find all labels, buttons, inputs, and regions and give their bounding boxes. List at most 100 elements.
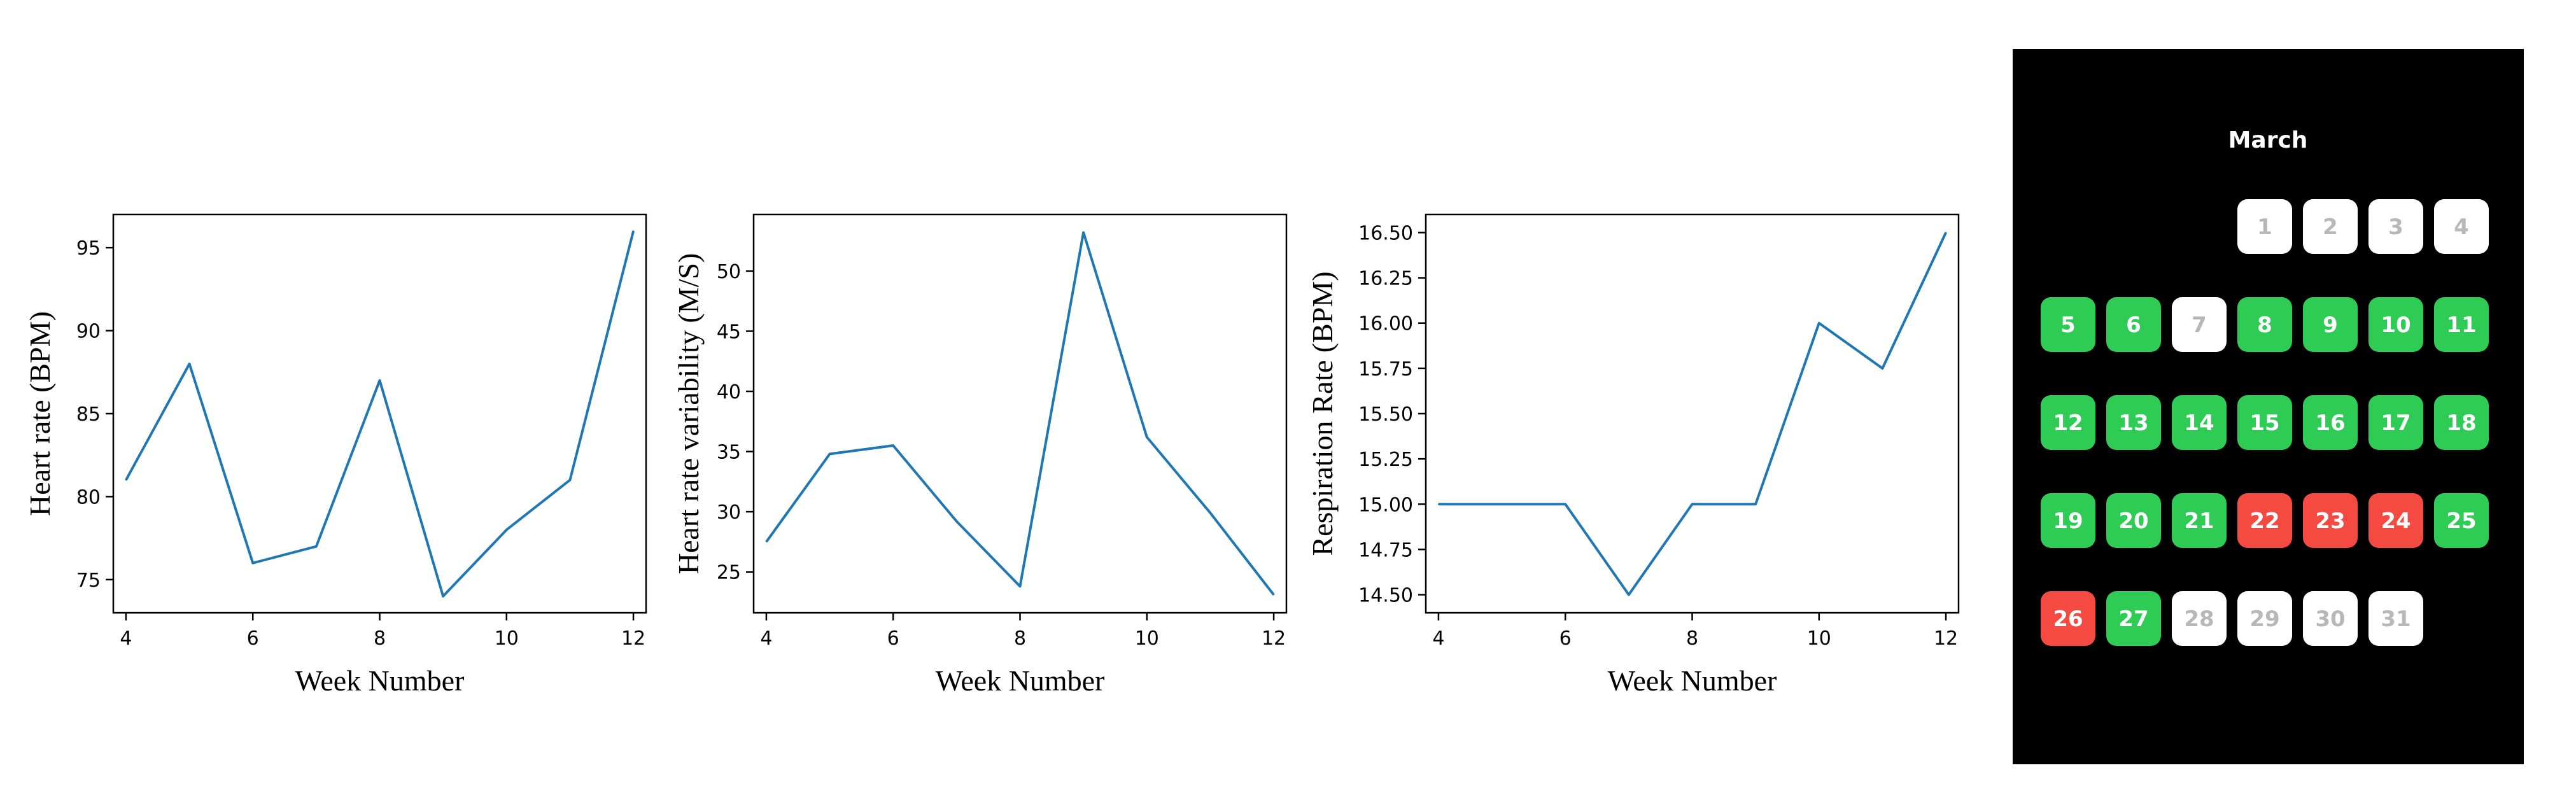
calendar-day-cell xyxy=(2434,493,2489,548)
calendar-day-number: 16 xyxy=(2315,410,2345,436)
chart-2: 4 6 8 10 12 25 30 35 40 45 50 Week Number Heart rate… xyxy=(672,213,1288,697)
x-tick-label: 6 xyxy=(1559,627,1572,650)
calendar-day-cell xyxy=(2368,199,2423,254)
y-tick-label: 45 xyxy=(717,321,741,343)
calendar-day[interactable]: 10 xyxy=(2368,297,2423,352)
data-point xyxy=(1083,232,1085,234)
calendar-day-cell xyxy=(2041,395,2095,450)
calendar-day-cell xyxy=(2106,493,2161,548)
calendar-day-number: 5 xyxy=(2060,312,2076,338)
data-point xyxy=(1628,594,1629,596)
data-point xyxy=(1501,503,1503,505)
y-tick-label: 75 xyxy=(76,570,101,592)
calendar-day[interactable]: 5 xyxy=(2041,297,2095,352)
calendar-day[interactable]: 29 xyxy=(2237,591,2292,646)
calendar-day-number: 29 xyxy=(2249,606,2279,632)
calendar-day[interactable]: 9 xyxy=(2303,297,2358,352)
calendar-day[interactable]: 20 xyxy=(2106,493,2161,548)
y-tick-label: 90 xyxy=(76,321,101,343)
x-tick-label: 10 xyxy=(1807,627,1831,650)
calendar-day-number: 20 xyxy=(2118,508,2148,534)
calendar-day[interactable]: 3 xyxy=(2368,199,2423,254)
calendar-day-number: 13 xyxy=(2118,410,2148,436)
x-tick-label: 4 xyxy=(120,627,132,650)
data-point xyxy=(1691,503,1693,505)
data-point xyxy=(765,541,767,543)
plot-frame xyxy=(1425,213,1960,614)
calendar-day[interactable]: 13 xyxy=(2106,395,2161,450)
calendar-day-cell xyxy=(2237,395,2292,450)
calendar-day[interactable]: 16 xyxy=(2303,395,2358,450)
calendar-day[interactable]: 24 xyxy=(2368,493,2423,548)
calendar-day[interactable]: 31 xyxy=(2368,591,2423,646)
data-point xyxy=(1818,322,1820,324)
calendar-day-cell xyxy=(2368,591,2423,646)
data-point xyxy=(1146,436,1148,438)
y-tick-label: 15.75 xyxy=(1358,358,1413,381)
series-line xyxy=(1438,232,1947,596)
data-point xyxy=(1019,585,1021,587)
calendar-day-cell xyxy=(2106,297,2161,352)
x-tick-label: 8 xyxy=(1014,627,1026,650)
calendar-day[interactable]: 2 xyxy=(2303,199,2358,254)
calendar-day[interactable]: 25 xyxy=(2434,493,2489,548)
calendar-day-number: 22 xyxy=(2249,508,2279,534)
calendar-day[interactable]: 23 xyxy=(2303,493,2358,548)
calendar-day-number: 15 xyxy=(2249,410,2279,436)
data-point xyxy=(1273,594,1275,596)
calendar-day[interactable]: 22 xyxy=(2237,493,2292,548)
y-tick-label: 95 xyxy=(76,237,101,260)
calendar-day-number: 1 xyxy=(2257,214,2272,240)
calendar-day[interactable]: 18 xyxy=(2434,395,2489,450)
calendar-day[interactable]: 12 xyxy=(2041,395,2095,450)
calendar-day[interactable]: 6 xyxy=(2106,297,2161,352)
calendar-day-number: 8 xyxy=(2257,312,2272,338)
y-tick-label: 16.50 xyxy=(1358,222,1413,244)
calendar-day-cell xyxy=(2303,591,2358,646)
calendar-day[interactable]: 8 xyxy=(2237,297,2292,352)
calendar-day[interactable]: 14 xyxy=(2172,395,2227,450)
charts-group: 4 6 8 10 12 75 80 85 90 95 Week Number Heart rate (… xyxy=(24,213,1960,697)
calendar-day-cell xyxy=(2106,395,2161,450)
chart-3: 4 6 8 10 12 14.50 14.75 15.00 15.25 15.50 15.75 16.… xyxy=(1306,213,1960,697)
calendar-day[interactable]: 26 xyxy=(2041,591,2095,646)
y-tick-label: 85 xyxy=(76,403,101,426)
calendar-day[interactable]: 15 xyxy=(2237,395,2292,450)
calendar-day-cell xyxy=(2303,395,2358,450)
calendar-day-number: 23 xyxy=(2315,508,2345,534)
x-tick-label: 12 xyxy=(1934,627,1958,650)
calendar-day[interactable]: 30 xyxy=(2303,591,2358,646)
calendar-day[interactable]: 19 xyxy=(2041,493,2095,548)
calendar-day[interactable]: 27 xyxy=(2106,591,2161,646)
calendar-day[interactable]: 28 xyxy=(2172,591,2227,646)
calendar-day-number: 12 xyxy=(2053,410,2083,436)
calendar-day[interactable]: 4 xyxy=(2434,199,2489,254)
y-tick-label: 16.00 xyxy=(1358,313,1413,335)
calendar-day-number: 7 xyxy=(2192,312,2207,338)
plot-frame xyxy=(752,213,1288,614)
calendar-day-number: 4 xyxy=(2454,214,2469,240)
calendar-day[interactable]: 11 xyxy=(2434,297,2489,352)
calendar-day[interactable]: 21 xyxy=(2172,493,2227,548)
calendar-day[interactable]: 7 xyxy=(2172,297,2227,352)
calendar-day-cell xyxy=(2434,395,2489,450)
y-tick-label: 35 xyxy=(717,442,741,464)
calendar-day-number: 9 xyxy=(2323,312,2338,338)
y-tick-label: 15.00 xyxy=(1358,494,1413,516)
x-tick-label: 6 xyxy=(247,627,259,650)
calendar-day[interactable]: 1 xyxy=(2237,199,2292,254)
calendar-day-number: 19 xyxy=(2053,508,2083,534)
calendar-day-number: 17 xyxy=(2381,410,2411,436)
x-tick-label: 10 xyxy=(1135,627,1159,650)
calendar-day[interactable]: 17 xyxy=(2368,395,2423,450)
calendar-day-number: 30 xyxy=(2315,606,2345,632)
y-tick-label: 15.25 xyxy=(1358,449,1413,471)
data-point xyxy=(379,379,381,381)
series-line xyxy=(125,230,635,598)
data-point xyxy=(1437,503,1439,505)
calendar-day-cell xyxy=(2172,297,2227,352)
x-tick-label: 12 xyxy=(621,627,645,650)
calendar-day-number: 25 xyxy=(2446,508,2476,534)
